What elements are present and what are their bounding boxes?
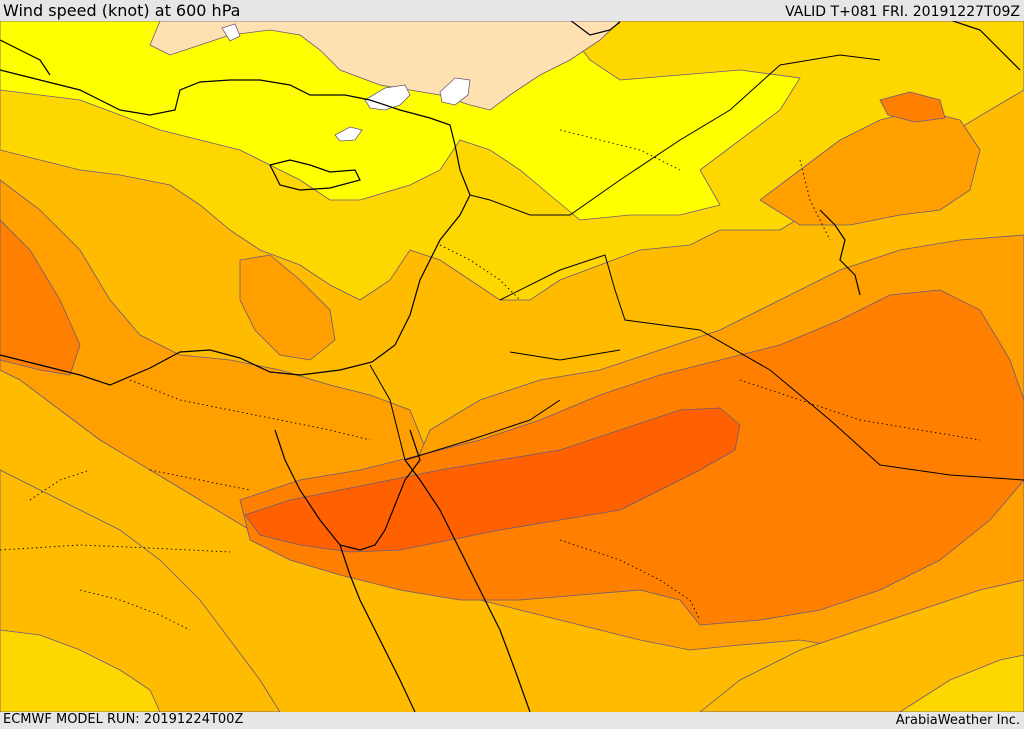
calm-patch-4 — [221, 23, 241, 42]
credit: ArabiaWeather Inc. — [895, 713, 1020, 728]
wind-band-yellow-southeast — [899, 654, 1024, 712]
calm-patch-1 — [364, 84, 411, 111]
header-bar: Wind speed (knot) at 600 hPa VALID T+081… — [0, 0, 1024, 21]
model-run: ECMWF MODEL RUN: 20191224T00Z — [3, 712, 244, 727]
borders — [369, 54, 1024, 481]
footer-bar: ECMWF MODEL RUN: 20191224T00Z ArabiaWeat… — [0, 712, 1024, 729]
wind-band-orange-lobe-central — [239, 254, 336, 361]
wind-band-orange-lobe-north-east — [759, 109, 981, 226]
coastlines — [0, 21, 1021, 712]
wind-band-amber-southeast — [699, 579, 1024, 712]
calm-patch-2 — [439, 77, 471, 106]
wind-band-yellow-southwest — [0, 629, 161, 712]
map-title: Wind speed (knot) at 600 hPa — [3, 1, 241, 20]
wind-band-dark-orange-lobe-north-east — [879, 91, 946, 123]
minor-borders — [0, 129, 981, 631]
valid-time: VALID T+081 FRI. 20191227T09Z — [785, 4, 1020, 20]
wind-band-red-orange-core — [244, 407, 741, 553]
wind-speed-map — [0, 21, 1024, 712]
wind-band-light-yellow — [0, 21, 801, 221]
wind-band-dark-orange-west — [0, 219, 81, 376]
calm-patch-3 — [334, 126, 363, 142]
